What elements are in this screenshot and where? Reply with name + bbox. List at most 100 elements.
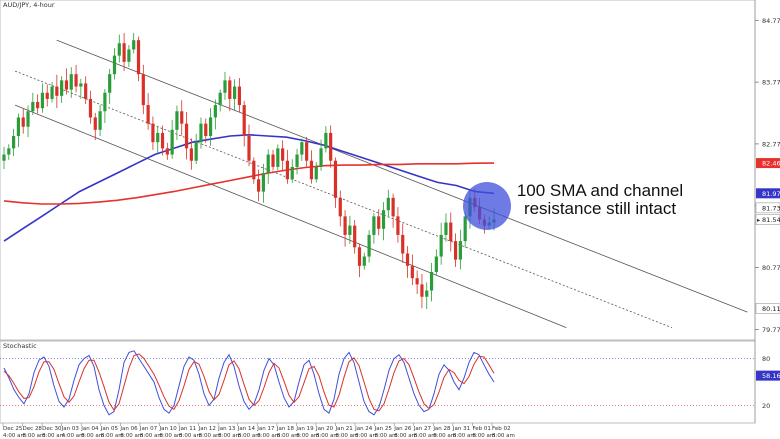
candle-body	[160, 132, 165, 149]
candle-body	[218, 92, 222, 106]
candle-body	[367, 234, 371, 257]
time-tick-date: Jan 24	[354, 426, 373, 432]
candle-body	[69, 74, 73, 90]
time-tick-date: Feb 02	[492, 426, 511, 432]
candle-body	[453, 241, 458, 260]
candle-body	[434, 256, 438, 272]
time-tick-hour: 8:00 am	[394, 433, 417, 439]
candle-body	[295, 154, 299, 167]
candle-body	[112, 55, 117, 75]
time-tick-hour: 8:00 am	[42, 433, 65, 439]
price-badge-label: 80.112	[762, 305, 780, 313]
candle-body	[348, 225, 352, 235]
candle-body	[213, 105, 217, 118]
sma-line	[3, 162, 495, 205]
candle-body	[93, 117, 97, 130]
time-tick-hour: 8:00 am	[140, 433, 163, 439]
candle-body	[189, 148, 193, 161]
price-badge	[756, 188, 780, 199]
candle-body	[305, 142, 309, 161]
channel-line-middle	[14, 70, 673, 329]
candle-body	[136, 40, 141, 75]
stochastic-axis: 80 20 58.16	[756, 355, 780, 410]
price-tick-label: 80.772	[762, 264, 780, 272]
time-tick-hour: 4:00 am	[62, 433, 85, 439]
candle-body	[45, 92, 49, 99]
candle-body	[170, 129, 174, 155]
candle-body	[309, 160, 314, 180]
time-tick-date: Jan 06	[119, 426, 138, 432]
time-tick-date: Jan 04	[80, 426, 99, 432]
candle-body	[290, 166, 294, 180]
time-tick-hour: 8:00 am	[218, 433, 241, 439]
candle-body	[108, 74, 112, 93]
time-tick-date: Jan 17	[256, 426, 275, 432]
candle-body	[401, 234, 405, 254]
candle-body	[439, 234, 443, 257]
candle-body	[98, 111, 102, 130]
candle-body	[415, 278, 419, 285]
time-tick-hour: 8:00 am	[453, 433, 476, 439]
candle-body	[184, 123, 189, 149]
time-tick-hour: 8:00 am	[375, 433, 398, 439]
candle-body	[405, 253, 410, 266]
time-tick-date: Jan 19	[295, 426, 314, 432]
time-tick-hour: 8:00 am	[277, 433, 300, 439]
candle-body	[281, 148, 285, 161]
candle-body	[247, 136, 251, 161]
price-badge	[755, 303, 780, 314]
candle-body	[127, 49, 131, 62]
price-badge-label: 81.973	[762, 190, 780, 198]
annotation-line-2: resistance still intact	[524, 199, 676, 218]
candle-body	[7, 148, 11, 155]
candle-body	[420, 284, 424, 297]
time-tick-date: Jan 25	[374, 426, 393, 432]
time-tick-hour: 8:00 am	[296, 433, 319, 439]
time-tick-hour: 8:00 am	[199, 433, 222, 439]
candle-body	[151, 123, 155, 143]
candle-body	[40, 92, 45, 109]
candle-body	[12, 136, 16, 149]
candle-body	[237, 86, 241, 106]
price-tick-label: 82.772	[762, 140, 780, 148]
price-badge	[755, 202, 780, 214]
candle-body	[208, 117, 213, 136]
candle-body	[223, 80, 227, 93]
channel-lines	[14, 39, 748, 329]
price-tick-label: 83.772	[762, 79, 780, 87]
candle-body	[377, 216, 381, 229]
candle-body	[444, 222, 448, 235]
candle-body	[458, 241, 462, 260]
time-tick-hour: 8:00 am	[120, 433, 143, 439]
time-tick-hour: 8:00 am	[355, 433, 378, 439]
time-tick-date: Jan 05	[100, 426, 119, 432]
candle-body	[362, 256, 366, 266]
candle-body	[194, 142, 198, 161]
time-tick-hour: 8:00 am	[492, 433, 515, 439]
price-pane	[0, 0, 756, 341]
candle-body	[391, 197, 395, 217]
candle-body	[55, 86, 59, 96]
candle-body	[2, 154, 6, 161]
time-tick-hour: 8:00 am	[257, 433, 280, 439]
time-tick-date: Jan 13	[217, 426, 236, 432]
candle-body	[132, 40, 136, 50]
time-tick-hour: 8:00 am	[433, 433, 456, 439]
candle-body	[252, 160, 256, 180]
candle-body	[50, 86, 54, 99]
candle-body	[204, 123, 208, 136]
highlight-circle-shape	[463, 182, 511, 230]
candle-body	[257, 179, 261, 192]
time-tick-date: Jan 12	[198, 426, 216, 432]
price-tick-label: 84.772	[762, 17, 780, 25]
price-axis: 84.77283.77282.77281.77280.77279.772	[755, 17, 780, 334]
time-tick-date: Dec 25	[3, 426, 23, 432]
candle-body	[319, 148, 323, 167]
candle-body	[84, 83, 88, 99]
candle-body	[463, 216, 467, 242]
time-tick-hour: 8:00 am	[316, 433, 339, 439]
stochastic-lines	[0, 350, 755, 416]
candle-body	[122, 43, 126, 62]
candle-body	[228, 80, 232, 99]
